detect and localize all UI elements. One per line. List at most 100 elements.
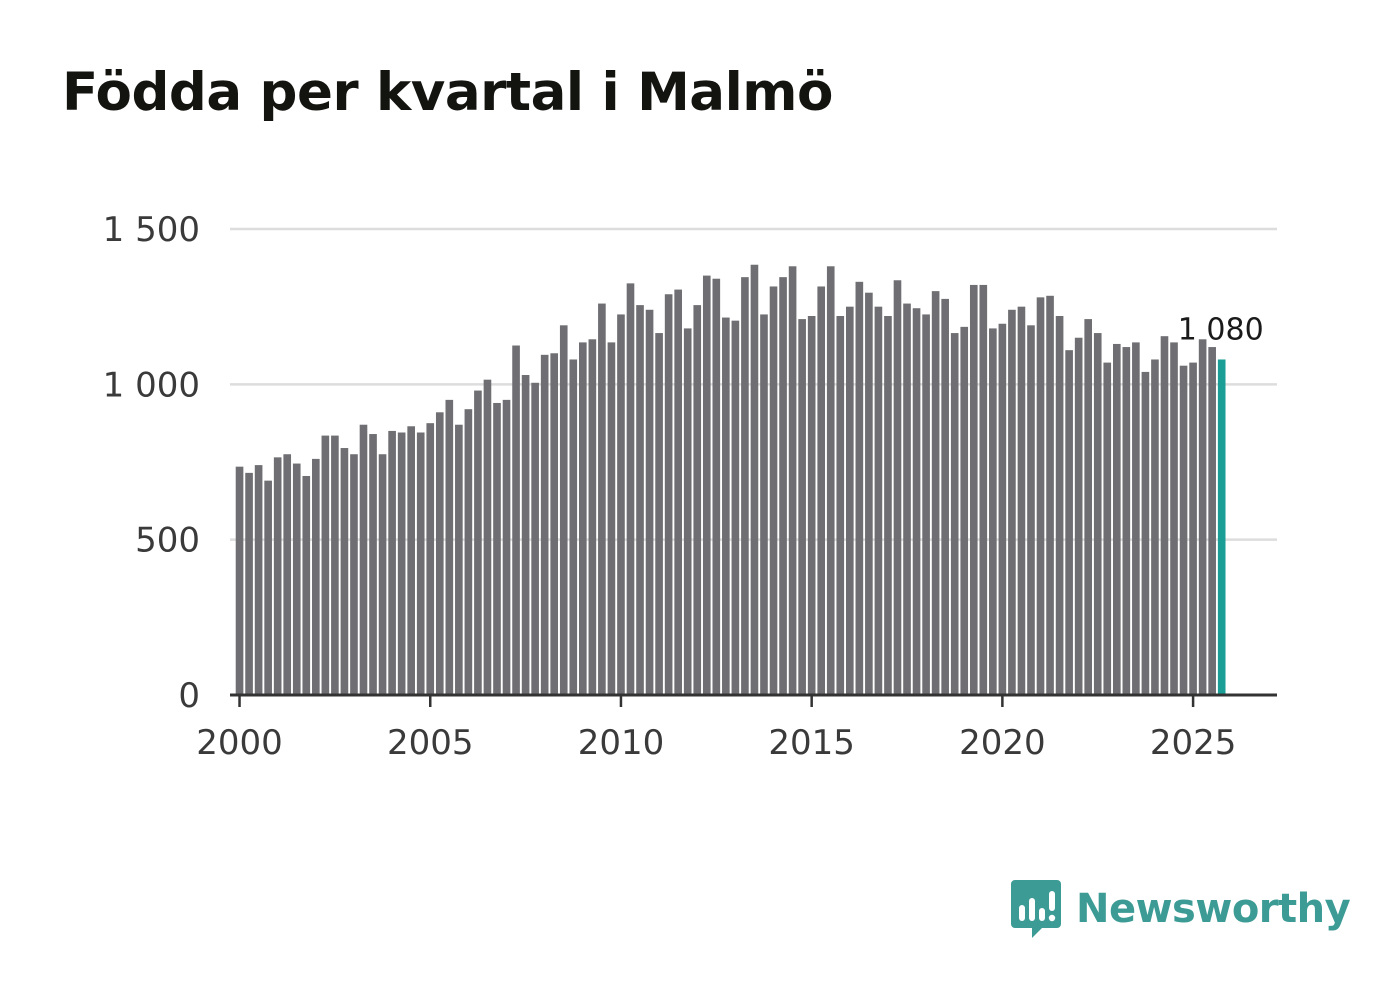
- bar: [702, 275, 711, 695]
- bar: [331, 435, 339, 695]
- bar: [884, 315, 892, 695]
- x-tick-label: 2025: [1150, 723, 1237, 763]
- bar: [1132, 342, 1140, 695]
- bar: [731, 320, 740, 695]
- bar: [655, 333, 663, 695]
- highlight-value-label: 1 080: [1178, 312, 1264, 347]
- bar: [435, 412, 444, 695]
- bar: [321, 435, 330, 695]
- bar: [550, 353, 559, 695]
- bar: [1103, 362, 1112, 695]
- bar: [540, 354, 549, 695]
- x-tick-label: 2010: [578, 723, 665, 763]
- bar: [636, 305, 644, 695]
- y-tick-label: 500: [135, 521, 200, 561]
- bar: [598, 303, 606, 695]
- chart-title: Födda per kvartal i Malmö: [62, 62, 833, 123]
- bar: [788, 266, 797, 695]
- bar: [950, 333, 959, 695]
- bar: [1084, 319, 1093, 695]
- bar: [769, 286, 778, 695]
- x-tick-label: 2005: [387, 723, 474, 763]
- bar: [502, 399, 511, 695]
- bar: [521, 375, 530, 695]
- bar: [559, 325, 568, 695]
- bar: [1065, 350, 1073, 695]
- bar: [1074, 337, 1083, 695]
- bar: [254, 465, 263, 695]
- bar: [292, 463, 301, 695]
- bar: [1122, 347, 1131, 695]
- bar: [712, 278, 721, 695]
- axes: [230, 693, 1277, 707]
- bar: [512, 345, 520, 695]
- bar: [807, 315, 816, 695]
- bar: [855, 281, 864, 695]
- bar: [359, 424, 368, 695]
- bar: [388, 430, 396, 695]
- y-tick-label: 0: [178, 676, 200, 716]
- bar: [989, 328, 997, 695]
- bar: [922, 314, 930, 695]
- bar: [235, 466, 244, 695]
- bar: [1198, 339, 1207, 695]
- bar: [865, 292, 873, 695]
- bar: [798, 319, 806, 695]
- bar: [426, 423, 435, 695]
- bar-series: [235, 264, 1226, 695]
- bar: [464, 409, 473, 695]
- bar: [407, 426, 415, 695]
- y-tick-label: 1 000: [103, 365, 200, 405]
- bar: [312, 458, 320, 695]
- bar: [645, 309, 654, 695]
- bar: [836, 315, 845, 695]
- bar: [683, 328, 692, 695]
- bar: [874, 306, 883, 695]
- bar: [741, 277, 749, 695]
- bar: [1055, 315, 1064, 695]
- bar: [1093, 333, 1102, 695]
- bar: [1160, 336, 1169, 695]
- bar: [893, 280, 902, 695]
- bar: [1141, 371, 1150, 695]
- bar: [1170, 342, 1178, 695]
- bar: [912, 308, 921, 695]
- bar: [273, 457, 282, 695]
- bar: [445, 399, 454, 695]
- bar: [245, 472, 253, 695]
- bar: [817, 286, 826, 695]
- bar: [760, 314, 768, 695]
- bar: [455, 424, 463, 695]
- bar: [664, 294, 673, 695]
- bar: [617, 314, 625, 695]
- bar: [979, 284, 988, 695]
- bar: [1179, 365, 1188, 695]
- bar: [1189, 362, 1197, 695]
- bar: [340, 448, 349, 695]
- newsworthy-logo-icon: [1011, 880, 1061, 938]
- bar: [960, 326, 969, 695]
- bar: [931, 291, 940, 695]
- bar: [998, 323, 1007, 695]
- bar: [579, 342, 587, 695]
- bar: [779, 277, 787, 695]
- y-tick-label: 1 500: [103, 210, 200, 250]
- bar: [378, 454, 387, 695]
- bar: [264, 480, 272, 695]
- x-tick-label: 2020: [959, 723, 1046, 763]
- bar: [1008, 309, 1016, 695]
- bar: [969, 284, 978, 695]
- bar: [350, 454, 358, 695]
- bar: [588, 339, 597, 695]
- bar: [569, 359, 578, 695]
- bar: [302, 475, 311, 695]
- bar: [941, 298, 949, 695]
- bar: [1112, 343, 1121, 695]
- bar: [1208, 347, 1216, 695]
- bar: [283, 454, 292, 695]
- axis-labels: 0 500 1 000 1 500 1 080 2000 2005 2010 2015 2020 2…: [103, 210, 1264, 763]
- bar: [1027, 325, 1035, 695]
- x-tick-label: 2000: [196, 723, 283, 763]
- bar: [1151, 359, 1159, 695]
